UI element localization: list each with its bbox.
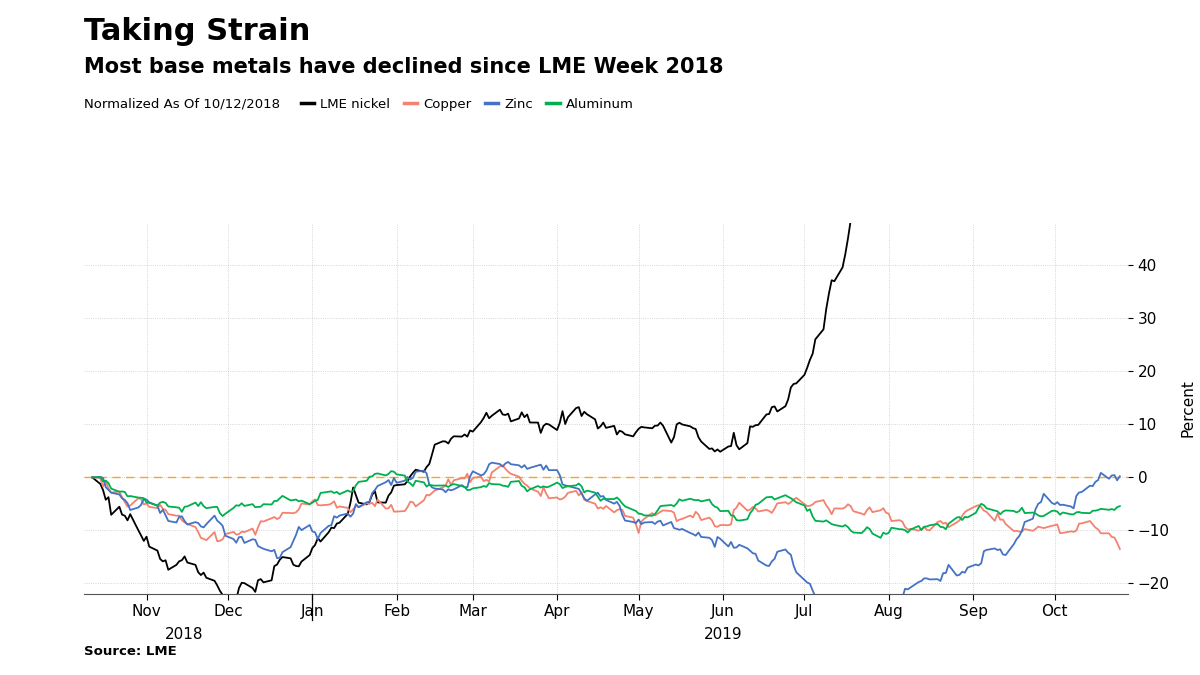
Text: Taking Strain: Taking Strain bbox=[84, 17, 311, 46]
Y-axis label: Percent: Percent bbox=[1181, 379, 1196, 437]
Text: Most base metals have declined since LME Week 2018: Most base metals have declined since LME… bbox=[84, 57, 724, 78]
Legend: LME nickel, Copper, Zinc, Aluminum: LME nickel, Copper, Zinc, Aluminum bbox=[300, 98, 634, 111]
Text: 2018: 2018 bbox=[166, 628, 204, 643]
Text: Normalized As Of 10/12/2018: Normalized As Of 10/12/2018 bbox=[84, 98, 280, 111]
Text: Source: LME: Source: LME bbox=[84, 645, 176, 658]
Text: 2019: 2019 bbox=[703, 628, 743, 643]
